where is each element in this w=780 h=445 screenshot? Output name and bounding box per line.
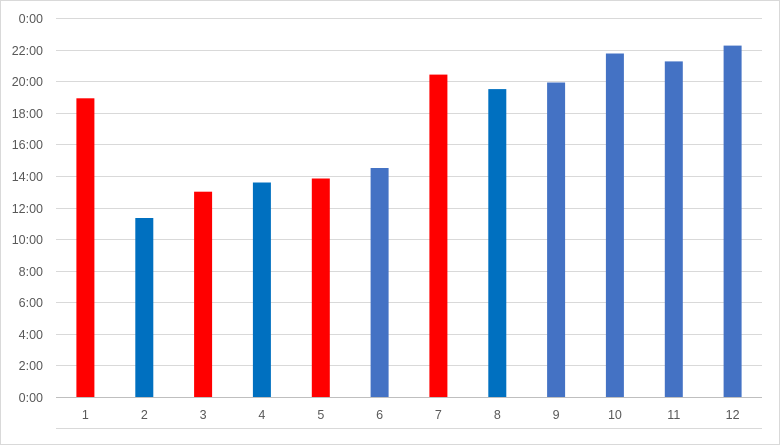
- y-tick-label: 14:00: [12, 170, 43, 184]
- bar-4: [252, 182, 271, 397]
- y-tick-label: 16:00: [12, 138, 43, 152]
- bar-10: [605, 53, 624, 397]
- y-tick-label: 12:00: [12, 202, 43, 216]
- x-tick-label: 10: [608, 408, 622, 422]
- bar-11: [664, 61, 683, 398]
- x-tick-label: 6: [376, 408, 383, 422]
- bar-5: [311, 178, 330, 397]
- x-tick-label: 1: [82, 408, 89, 422]
- bar-8: [488, 89, 507, 397]
- x-tick-label: 12: [726, 408, 740, 422]
- x-tick-label: 4: [258, 408, 265, 422]
- bar-6: [370, 168, 389, 397]
- x-tick-label: 3: [200, 408, 207, 422]
- y-tick-label: 2:00: [19, 359, 43, 373]
- y-tick-label: 6:00: [19, 296, 43, 310]
- y-tick-label: 4:00: [19, 328, 43, 342]
- bar-3: [194, 191, 213, 397]
- x-tick-label: 5: [317, 408, 324, 422]
- x-tick-label: 7: [435, 408, 442, 422]
- y-tick-label: 20:00: [12, 75, 43, 89]
- bar-2: [135, 218, 154, 397]
- y-tick-label: 18:00: [12, 107, 43, 121]
- x-tick-label: 11: [667, 408, 680, 422]
- y-tick-label: 22:00: [12, 44, 43, 58]
- bar-9: [547, 82, 566, 397]
- y-tick-label: 8:00: [19, 265, 43, 279]
- bar-7: [429, 74, 448, 397]
- x-tick-label: 2: [141, 408, 148, 422]
- x-tick-label: 9: [553, 408, 560, 422]
- bar-12: [723, 45, 742, 397]
- bar-1: [76, 98, 95, 398]
- y-tick-label: 0:00: [19, 12, 43, 26]
- x-tick-label: 8: [494, 408, 501, 422]
- y-tick-label: 10:00: [12, 233, 43, 247]
- y-tick-label: 0:00: [19, 391, 43, 405]
